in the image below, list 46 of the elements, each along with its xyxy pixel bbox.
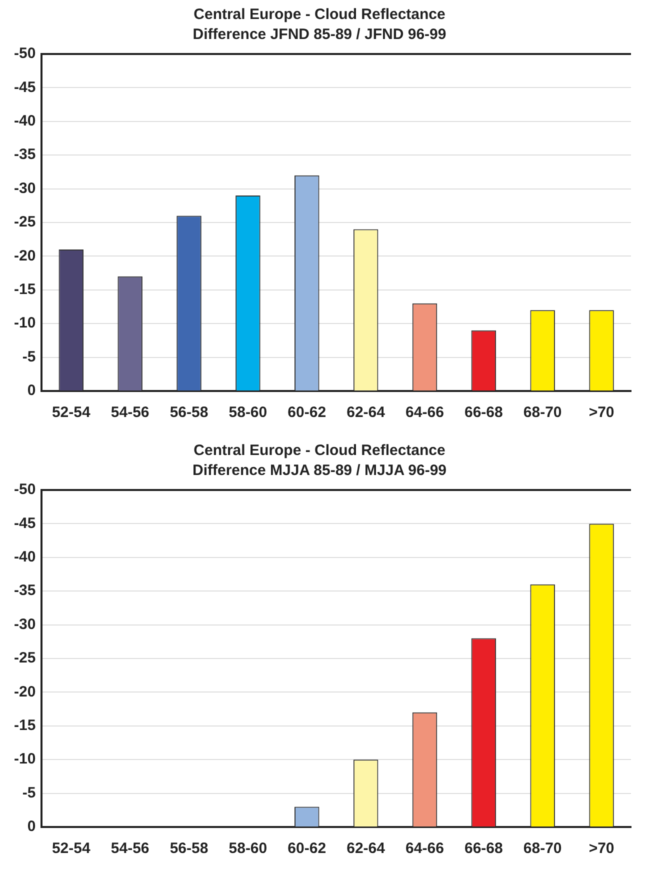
y-tick-label: -25 — [14, 214, 36, 231]
x-tick-label: 64-66 — [406, 404, 444, 422]
y-tick-label: -10 — [14, 314, 36, 332]
y-tick-label: -50 — [14, 481, 36, 498]
x-tick-label: 54-56 — [110, 404, 150, 422]
x-tick-label: 52-54 — [52, 840, 91, 858]
x-tick-label: 68-70 — [523, 840, 562, 858]
y-tick-label: -45 — [14, 514, 36, 532]
y-tick-label: -30 — [14, 180, 36, 197]
chart-subtitle: Difference JFND 85-89 / JFND 96-99 — [192, 26, 446, 44]
y-tick-label: -35 — [14, 582, 36, 600]
chart-title: Central Europe - Cloud Reflectance — [194, 442, 446, 460]
x-tick-label: 64-66 — [406, 840, 444, 858]
x-tick-label: 58-60 — [228, 840, 268, 858]
y-tick-label: -30 — [14, 616, 36, 633]
y-tick-label: -20 — [14, 247, 36, 264]
y-tick-label: -20 — [14, 683, 36, 700]
y-tick-label: -15 — [14, 717, 36, 734]
x-tick-label: 62-64 — [346, 840, 386, 858]
y-tick-label: -25 — [14, 650, 36, 667]
y-tick-label: -15 — [14, 281, 36, 298]
x-tick-label: 68-70 — [523, 404, 562, 422]
x-tick-label: 58-60 — [228, 404, 268, 422]
x-tick-label: 60-62 — [288, 404, 326, 422]
y-tick-label: 0 — [27, 818, 36, 836]
x-tick-label: >70 — [588, 404, 614, 422]
x-tick-label: 56-58 — [170, 840, 208, 858]
x-tick-label: 60-62 — [288, 840, 326, 858]
y-tick-label: -5 — [22, 784, 36, 802]
x-tick-label: 56-58 — [170, 404, 208, 422]
y-tick-label: -45 — [14, 78, 36, 96]
x-tick-label: >70 — [588, 840, 614, 858]
chart-subtitle: Difference MJJA 85-89 / MJJA 96-99 — [192, 462, 447, 480]
chart-title: Central Europe - Cloud Reflectance — [194, 6, 446, 24]
x-tick-label: 52-54 — [52, 404, 91, 422]
x-tick-label: 66-68 — [464, 840, 503, 858]
y-tick-label: -50 — [14, 45, 36, 62]
x-tick-label: 54-56 — [110, 840, 150, 858]
y-tick-label: 0 — [27, 382, 36, 400]
x-tick-label: 66-68 — [464, 404, 503, 422]
y-tick-label: -40 — [14, 548, 36, 566]
y-tick-label: -10 — [14, 750, 36, 768]
y-tick-label: -40 — [14, 112, 36, 130]
y-tick-label: -5 — [22, 348, 36, 366]
y-tick-label: -35 — [14, 146, 36, 164]
x-tick-label: 62-64 — [346, 404, 386, 422]
